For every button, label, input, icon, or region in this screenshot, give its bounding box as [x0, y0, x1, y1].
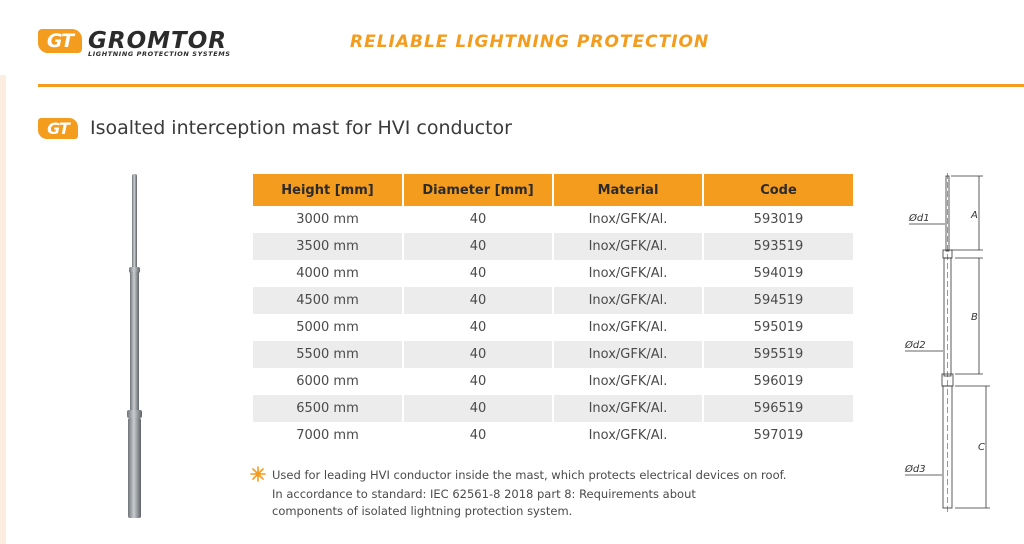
- note-line-1: Used for leading HVI conductor inside th…: [272, 468, 787, 482]
- code-cell: 594519: [703, 287, 853, 314]
- height-cell: 3000 mm: [253, 206, 404, 233]
- material-cell: Inox/GFK/Al.: [553, 368, 704, 395]
- dimension-b-label: B: [971, 312, 978, 323]
- material-cell: Inox/GFK/Al.: [553, 395, 704, 422]
- header-divider: [38, 84, 1024, 87]
- table-row: 3500 mm 40 Inox/GFK/Al. 593519: [253, 233, 853, 260]
- left-accent-strip: [0, 75, 6, 544]
- table-row: 7000 mm 40 Inox/GFK/Al. 597019: [253, 422, 853, 449]
- header-slogan: RELIABLE LIGHTNING PROTECTION: [350, 32, 710, 52]
- dimension-a-label: A: [970, 210, 978, 221]
- column-header-material: Material: [553, 174, 704, 206]
- logo-tagline: LIGHTNING PROTECTION SYSTEMS: [88, 50, 231, 58]
- table-row: 5000 mm 40 Inox/GFK/Al. 595019: [253, 314, 853, 341]
- diameter-cell: 40: [403, 368, 554, 395]
- sun-icon: [250, 466, 266, 482]
- diameter-cell: 40: [403, 287, 554, 314]
- diameter-cell: 40: [403, 422, 554, 449]
- diameter-cell: 40: [403, 395, 554, 422]
- material-cell: Inox/GFK/Al.: [553, 422, 704, 449]
- code-cell: 595519: [703, 341, 853, 368]
- mast-product-image: [127, 174, 142, 518]
- note-line-2: In accordance to standard: IEC 62561-8 2…: [272, 487, 696, 501]
- height-cell: 5500 mm: [253, 341, 404, 368]
- table-row: 4500 mm 40 Inox/GFK/Al. 594519: [253, 287, 853, 314]
- logo-name: GROMTOR: [88, 28, 227, 54]
- code-cell: 596519: [703, 395, 853, 422]
- d2-label: Ød2: [904, 339, 926, 351]
- diameter-cell: 40: [403, 260, 554, 287]
- height-cell: 7000 mm: [253, 422, 404, 449]
- table-header-row: Height [mm] Diameter [mm] Material Code: [253, 174, 853, 206]
- d3-label: Ød3: [904, 463, 926, 475]
- brand-logo[interactable]: GT GROMTOR LIGHTNING PROTECTION SYSTEMS: [38, 27, 238, 61]
- height-cell: 4000 mm: [253, 260, 404, 287]
- material-cell: Inox/GFK/Al.: [553, 341, 704, 368]
- height-cell: 6500 mm: [253, 395, 404, 422]
- dimension-c-label: C: [978, 442, 985, 453]
- diameter-cell: 40: [403, 314, 554, 341]
- logo-badge: GT: [38, 29, 82, 53]
- table-row: 4000 mm 40 Inox/GFK/Al. 594019: [253, 260, 853, 287]
- material-cell: Inox/GFK/Al.: [553, 206, 704, 233]
- section-badge: GT: [38, 118, 78, 139]
- material-cell: Inox/GFK/Al.: [553, 260, 704, 287]
- page-title: Isoalted interception mast for HVI condu…: [90, 117, 512, 139]
- height-cell: 4500 mm: [253, 287, 404, 314]
- material-cell: Inox/GFK/Al.: [553, 287, 704, 314]
- code-cell: 593019: [703, 206, 853, 233]
- code-cell: 597019: [703, 422, 853, 449]
- code-cell: 594019: [703, 260, 853, 287]
- code-cell: 593519: [703, 233, 853, 260]
- diameter-cell: 40: [403, 233, 554, 260]
- height-cell: 3500 mm: [253, 233, 404, 260]
- diameter-cell: 40: [403, 341, 554, 368]
- column-header-height: Height [mm]: [253, 174, 404, 206]
- table-row: 3000 mm 40 Inox/GFK/Al. 593019: [253, 206, 853, 233]
- diameter-cell: 40: [403, 206, 554, 233]
- column-header-code: Code: [703, 174, 853, 206]
- dimension-drawing: Ød1 Ød2 Ød3 A B C: [904, 173, 990, 513]
- table-row: 6500 mm 40 Inox/GFK/Al. 596519: [253, 395, 853, 422]
- material-cell: Inox/GFK/Al.: [553, 233, 704, 260]
- product-spec-table: Height [mm] Diameter [mm] Material Code …: [253, 174, 853, 449]
- material-cell: Inox/GFK/Al.: [553, 314, 704, 341]
- height-cell: 6000 mm: [253, 368, 404, 395]
- table-row: 6000 mm 40 Inox/GFK/Al. 596019: [253, 368, 853, 395]
- note-line-3: components of isolated lightning protect…: [272, 504, 573, 518]
- code-cell: 596019: [703, 368, 853, 395]
- height-cell: 5000 mm: [253, 314, 404, 341]
- column-header-diameter: Diameter [mm]: [403, 174, 554, 206]
- d1-label: Ød1: [908, 212, 930, 224]
- code-cell: 595019: [703, 314, 853, 341]
- table-row: 5500 mm 40 Inox/GFK/Al. 595519: [253, 341, 853, 368]
